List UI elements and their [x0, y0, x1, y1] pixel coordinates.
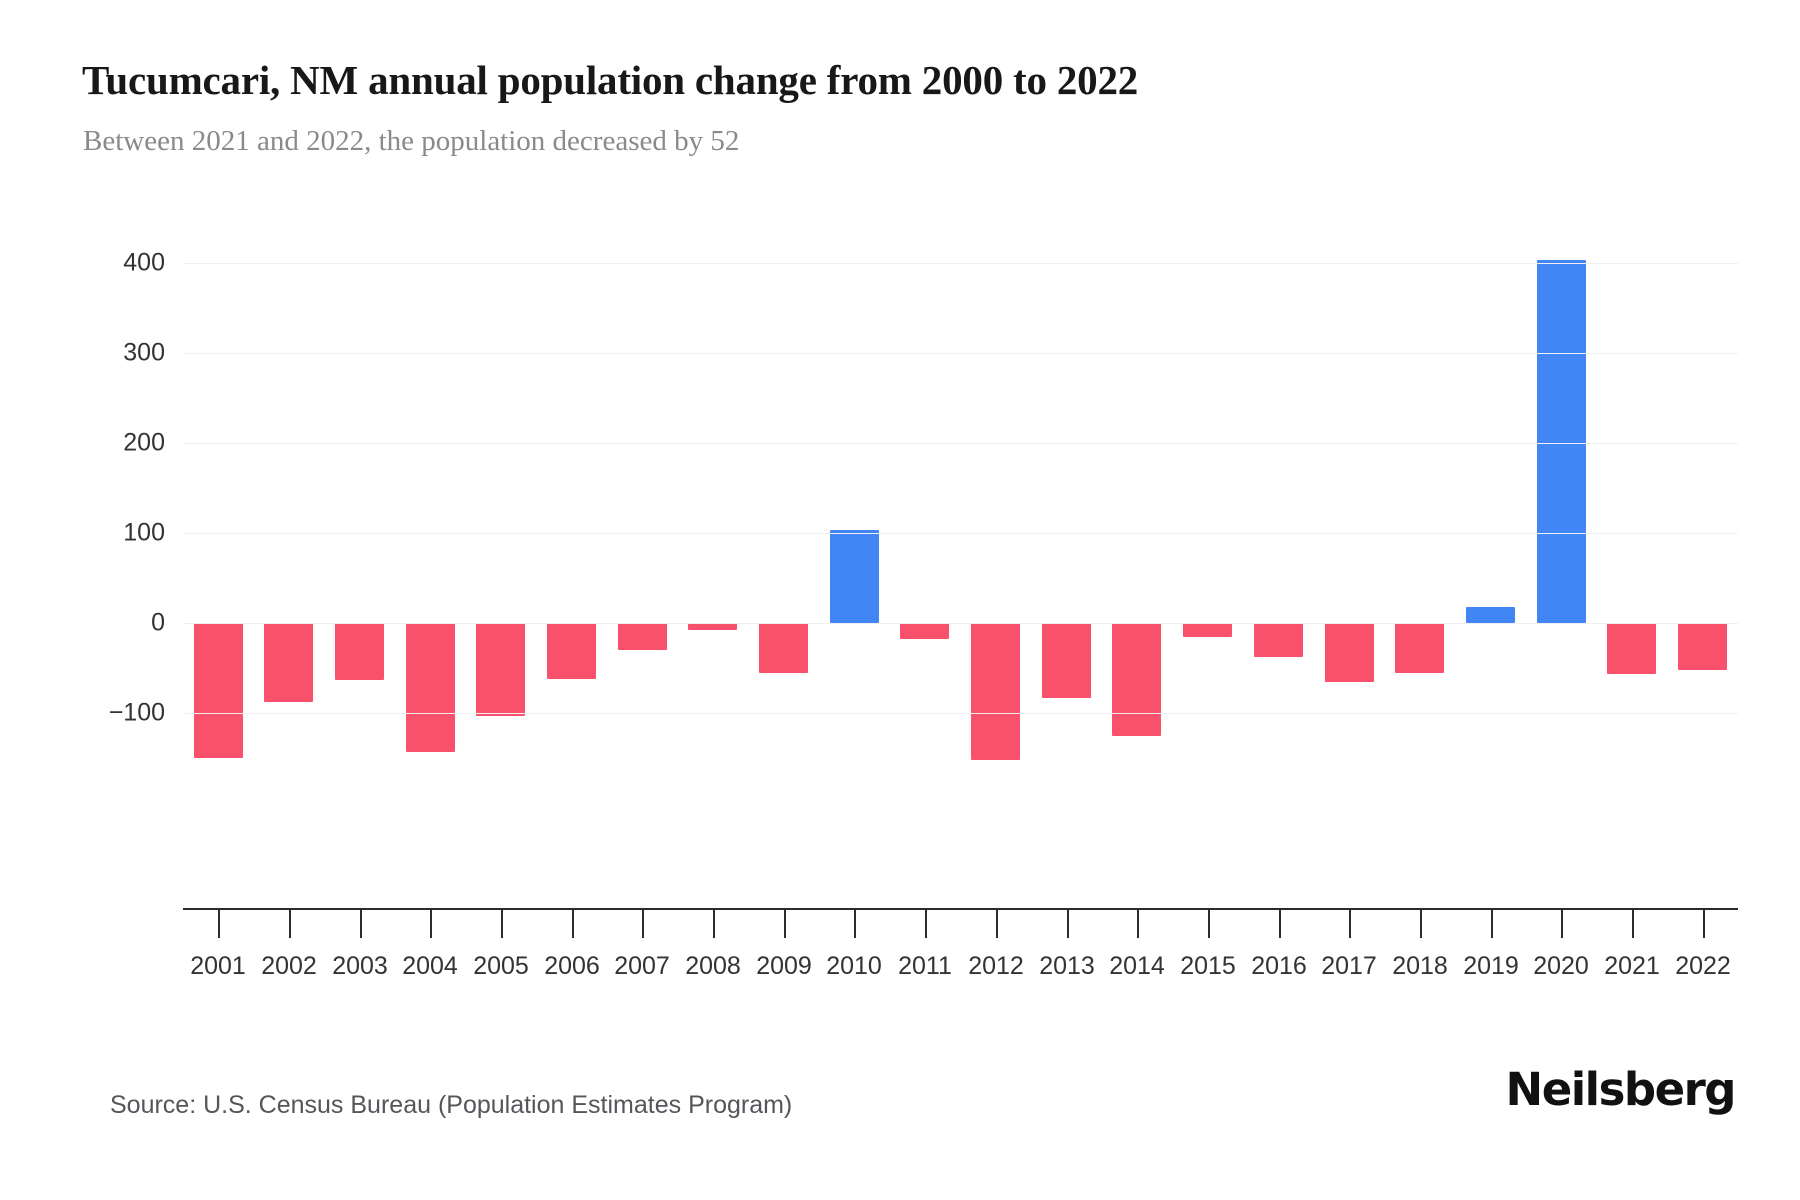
bar-2014[interactable] [1112, 623, 1161, 736]
x-axis-tick-mark [1561, 910, 1563, 938]
x-axis-tick-mark [1632, 910, 1634, 938]
x-axis-tick-mark [289, 910, 291, 938]
chart-title: Tucumcari, NM annual population change f… [82, 57, 1139, 103]
x-axis-tick-label: 2014 [1109, 952, 1165, 980]
y-axis-tick-label: 200 [123, 428, 165, 457]
bars-layer [183, 258, 1738, 908]
x-axis-tick-mark [572, 910, 574, 938]
x-axis-tick-mark [430, 910, 432, 938]
x-axis-tick-label: 2002 [261, 952, 317, 980]
x-axis-tick-label: 2017 [1321, 952, 1377, 980]
bar-2016[interactable] [1254, 623, 1303, 657]
bar-2001[interactable] [194, 623, 243, 758]
gridline [183, 443, 1738, 444]
x-axis-tick-label: 2020 [1533, 952, 1589, 980]
bar-2013[interactable] [1042, 623, 1091, 698]
source-note: Source: U.S. Census Bureau (Population E… [110, 1091, 793, 1119]
x-axis-tick-mark [1208, 910, 1210, 938]
x-axis-tick-label: 2013 [1039, 952, 1095, 980]
x-axis-tick-mark [854, 910, 856, 938]
x-axis-tick-mark [1279, 910, 1281, 938]
y-axis-tick-label: 100 [123, 518, 165, 547]
x-axis-tick-mark [1067, 910, 1069, 938]
bar-2010[interactable] [830, 530, 879, 623]
x-axis-tick-label: 2010 [826, 952, 882, 980]
plot-area [183, 258, 1738, 908]
y-axis-tick-label: −100 [108, 698, 165, 727]
x-axis-tick-label: 2001 [190, 952, 246, 980]
y-axis-tick-label: 300 [123, 338, 165, 367]
x-axis-tick-label: 2008 [685, 952, 741, 980]
x-axis-tick-label: 2005 [473, 952, 529, 980]
bar-2007[interactable] [618, 623, 667, 650]
gridline [183, 533, 1738, 534]
bar-2018[interactable] [1395, 623, 1444, 673]
gridline [183, 713, 1738, 714]
bar-2005[interactable] [476, 623, 525, 716]
bar-2004[interactable] [406, 623, 455, 752]
bar-2022[interactable] [1678, 623, 1727, 670]
x-axis-tick-mark [1703, 910, 1705, 938]
bar-2015[interactable] [1183, 623, 1232, 637]
bar-2020[interactable] [1537, 260, 1586, 623]
x-axis-tick-label: 2004 [402, 952, 458, 980]
bar-2006[interactable] [547, 623, 596, 679]
x-axis-line [183, 908, 1738, 910]
x-axis-tick-label: 2012 [968, 952, 1024, 980]
x-axis-tick-label: 2006 [544, 952, 600, 980]
x-axis-tick-mark [1137, 910, 1139, 938]
x-axis-tick-mark [925, 910, 927, 938]
bar-2017[interactable] [1325, 623, 1374, 682]
x-axis-tick-label: 2003 [332, 952, 388, 980]
bar-2008[interactable] [688, 623, 737, 630]
bar-2012[interactable] [971, 623, 1020, 760]
x-axis-tick-label: 2022 [1675, 952, 1731, 980]
x-axis-tick-mark [1349, 910, 1351, 938]
x-axis-tick-label: 2019 [1463, 952, 1519, 980]
x-axis-tick-mark [996, 910, 998, 938]
gridline [183, 263, 1738, 264]
chart-subtitle: Between 2021 and 2022, the population de… [83, 125, 740, 157]
y-axis-tick-label: 0 [151, 608, 165, 637]
x-axis-tick-mark [501, 910, 503, 938]
bar-2002[interactable] [264, 623, 313, 702]
bar-2003[interactable] [335, 623, 384, 680]
x-axis-tick-label: 2018 [1392, 952, 1448, 980]
bar-2011[interactable] [900, 623, 949, 639]
x-axis-tick-mark [1491, 910, 1493, 938]
gridline [183, 353, 1738, 354]
y-axis-tick-label: 400 [123, 248, 165, 277]
x-axis-tick-mark [360, 910, 362, 938]
bar-2009[interactable] [759, 623, 808, 673]
x-axis-tick-mark [713, 910, 715, 938]
x-axis-tick-mark [642, 910, 644, 938]
x-axis-tick-label: 2009 [756, 952, 812, 980]
x-axis-tick-mark [1420, 910, 1422, 938]
x-axis-tick-label: 2007 [614, 952, 670, 980]
bar-2019[interactable] [1466, 607, 1515, 623]
x-axis-tick-mark [218, 910, 220, 938]
x-axis-tick-mark [784, 910, 786, 938]
bar-2021[interactable] [1607, 623, 1656, 674]
gridline [183, 623, 1738, 624]
x-axis-tick-label: 2016 [1251, 952, 1307, 980]
x-axis-tick-label: 2021 [1604, 952, 1660, 980]
brand-logo: Neilsberg [1505, 1063, 1737, 1116]
x-axis-tick-label: 2015 [1180, 952, 1236, 980]
x-axis-tick-label: 2011 [898, 952, 952, 980]
